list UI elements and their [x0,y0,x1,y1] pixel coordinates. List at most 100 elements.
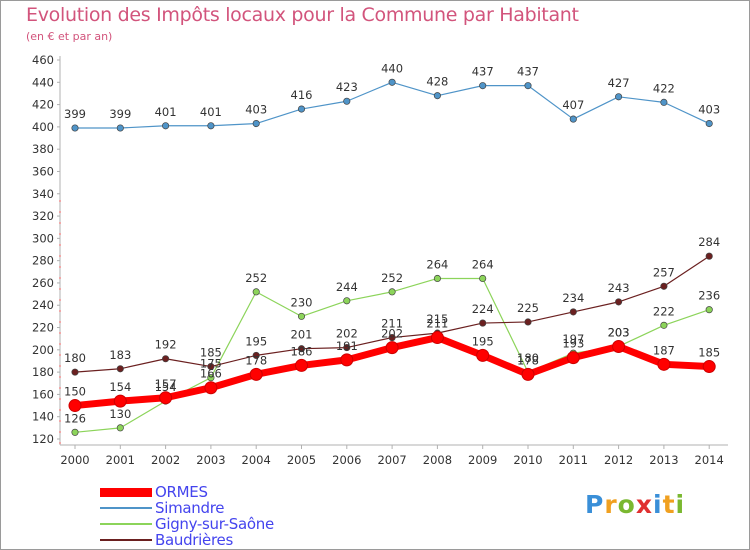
x-tick-label: 2013 [649,453,678,467]
data-label-simandre: 423 [336,80,358,94]
x-tick-label: 2002 [151,453,180,467]
data-point-gigny-sur-sa-ne [116,424,124,432]
data-label-gigny-sur-sa-ne: 264 [472,257,494,271]
data-label-ormes: 157 [155,377,177,391]
x-tick-label: 2008 [423,453,452,467]
logo-letter: o [617,490,636,519]
legend-swatch-ormes [100,487,152,497]
y-tick-label: 380 [32,142,54,156]
data-point-gigny-sur-sa-ne [433,274,441,283]
y-tick-label: 180 [32,365,54,379]
data-label-simandre: 401 [155,105,177,119]
data-label-baudri-res: 225 [517,301,539,315]
logo-letter: t [662,490,676,519]
legend-label-ormes: ORMES [155,483,208,501]
data-point-ormes [476,348,490,362]
data-point-gigny-sur-sa-ne [705,306,713,314]
data-point-ormes [68,399,82,413]
data-point-baudri-res [705,252,713,260]
x-tick-label: 2000 [60,453,89,467]
data-label-gigny-sur-sa-ne: 175 [200,357,222,371]
chart-subtitle: (en € et par an) [26,30,113,43]
data-label-simandre: 401 [200,105,222,119]
data-label-simandre: 399 [109,107,131,121]
data-point-ormes [340,353,354,367]
data-label-ormes: 193 [562,337,584,351]
data-label-simandre: 437 [472,65,494,79]
y-tick-label: 240 [32,298,54,312]
x-tick-label: 2004 [242,453,271,467]
y-tick-label: 120 [32,432,54,446]
data-label-baudri-res: 224 [472,302,494,316]
data-label-gigny-sur-sa-ne: 236 [698,289,720,303]
data-label-ormes: 186 [291,344,313,358]
legend-swatch-baudri-res [100,539,152,541]
data-label-ormes: 154 [109,380,131,394]
proxiti-logo: Proxiti [585,490,685,519]
data-point-simandre [524,82,532,90]
data-point-simandre [71,124,79,132]
data-point-baudri-res [388,334,396,342]
y-tick-label: 220 [32,321,54,335]
y-tick-label: 440 [32,75,54,89]
logo-letter: P [585,490,605,519]
data-label-ormes: 166 [200,367,222,381]
data-point-baudri-res [252,351,260,359]
y-tick-label: 280 [32,254,54,268]
data-label-gigny-sur-sa-ne: 222 [653,304,675,318]
data-label-baudri-res: 185 [200,346,222,360]
y-tick-label: 360 [32,164,54,178]
legend-item-simandre: Simandre [100,499,360,517]
data-label-gigny-sur-sa-ne: 154 [155,380,177,394]
data-label-gigny-sur-sa-ne: 264 [426,257,448,271]
data-label-baudri-res: 195 [245,334,267,348]
data-point-gigny-sur-sa-ne [297,312,306,320]
x-tick-label: 2010 [513,453,542,467]
data-point-gigny-sur-sa-ne [71,428,79,436]
data-point-gigny-sur-sa-ne [252,288,260,296]
data-label-simandre: 399 [64,107,86,121]
y-tick-label: 260 [32,276,54,290]
data-label-simandre: 416 [291,88,313,102]
data-label-ormes: 178 [245,353,267,367]
x-tick-label: 2001 [106,453,135,467]
data-label-gigny-sur-sa-ne: 180 [517,351,539,365]
logo-letter: x [635,490,653,519]
data-label-baudri-res: 243 [608,281,630,295]
data-point-ormes [159,391,173,405]
data-point-simandre [297,105,306,113]
legend-item-baudri-res: Baudrières [100,531,360,549]
data-label-simandre: 422 [653,81,675,95]
y-tick-label: 300 [32,231,54,245]
data-point-baudri-res [479,319,487,327]
data-label-ormes: 203 [608,325,630,339]
data-point-simandre [343,97,351,105]
data-point-simandre [660,98,668,106]
data-label-baudri-res: 201 [291,328,313,342]
data-point-ormes [566,351,580,365]
data-label-simandre: 403 [245,103,267,117]
data-label-gigny-sur-sa-ne: 203 [608,325,630,339]
data-point-baudri-res [162,355,170,363]
x-tick-label: 2011 [559,453,588,467]
data-label-simandre: 440 [381,61,403,75]
data-label-simandre: 403 [698,103,720,117]
legend-swatch-gigny-sur-sa-ne [100,523,152,525]
data-point-baudri-res [116,365,124,373]
data-point-simandre [569,115,577,123]
y-tick-label: 420 [32,98,54,112]
data-point-simandre [252,119,260,128]
data-point-gigny-sur-sa-ne [343,297,351,305]
data-point-gigny-sur-sa-ne [388,288,396,296]
data-point-baudri-res [615,298,623,306]
data-point-ormes [430,331,444,345]
data-label-ormes: 150 [64,385,86,399]
data-label-baudri-res: 192 [155,338,177,352]
data-point-baudri-res [569,308,577,316]
data-label-baudri-res: 234 [562,291,584,305]
data-point-simandre [479,82,487,90]
legend-item-ormes: ORMES [100,483,360,501]
data-label-ormes: 191 [336,339,358,353]
x-tick-label: 2012 [604,453,633,467]
